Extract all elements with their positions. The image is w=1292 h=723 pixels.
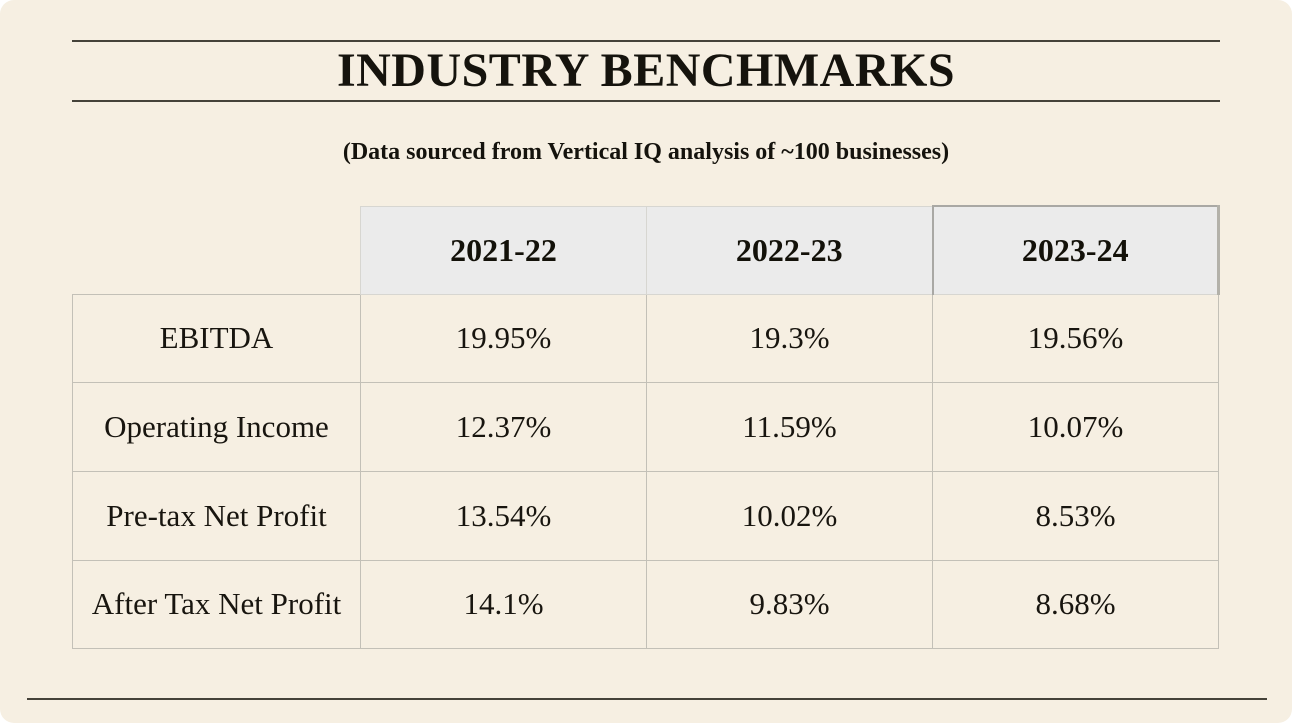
value-cell: 19.56% — [932, 293, 1219, 384]
footer-rule — [27, 698, 1267, 700]
table-corner-cell — [73, 206, 361, 294]
value-cell: 19.3% — [646, 293, 933, 384]
benchmarks-table: 2021-22 2022-23 2023-24 EBITDA 19.95% 19… — [72, 205, 1220, 650]
table-row: Pre-tax Net Profit 13.54% 10.02% 8.53% — [72, 470, 1219, 561]
value-cell: 11.59% — [646, 382, 933, 472]
value-cell: 19.95% — [360, 293, 647, 384]
data-source-subtitle: (Data sourced from Vertical IQ analysis … — [342, 139, 950, 165]
column-header-2023-24: 2023-24 — [931, 205, 1220, 295]
value-cell: 10.02% — [646, 470, 933, 561]
table-row: EBITDA 19.95% 19.3% 19.56% — [72, 293, 1219, 384]
value-cell: 13.54% — [360, 470, 647, 561]
row-label-ebitda: EBITDA — [72, 293, 361, 384]
page-title: INDUSTRY BENCHMARKS — [336, 44, 956, 97]
benchmarks-table-wrapper: 2021-22 2022-23 2023-24 EBITDA 19.95% 19… — [72, 205, 1220, 650]
value-cell: 10.07% — [932, 382, 1219, 472]
table-row: After Tax Net Profit 14.1% 9.83% 8.68% — [72, 559, 1219, 650]
table-row: Operating Income 12.37% 11.59% 10.07% — [72, 382, 1219, 472]
column-header-2021-22: 2021-22 — [360, 205, 647, 295]
value-cell: 8.68% — [932, 559, 1219, 650]
row-label-after-tax-net-profit: After Tax Net Profit — [72, 559, 361, 650]
title-rule-top — [72, 40, 1220, 42]
value-cell: 14.1% — [360, 559, 647, 650]
title-rule-bottom — [72, 100, 1220, 102]
value-cell: 12.37% — [360, 382, 647, 472]
value-cell: 9.83% — [646, 559, 933, 650]
header-row: 2021-22 2022-23 2023-24 — [73, 205, 1220, 295]
row-label-operating-income: Operating Income — [72, 382, 361, 472]
value-cell: 8.53% — [932, 470, 1219, 561]
column-header-2022-23: 2022-23 — [646, 205, 933, 295]
row-label-pretax-net-profit: Pre-tax Net Profit — [72, 470, 361, 561]
